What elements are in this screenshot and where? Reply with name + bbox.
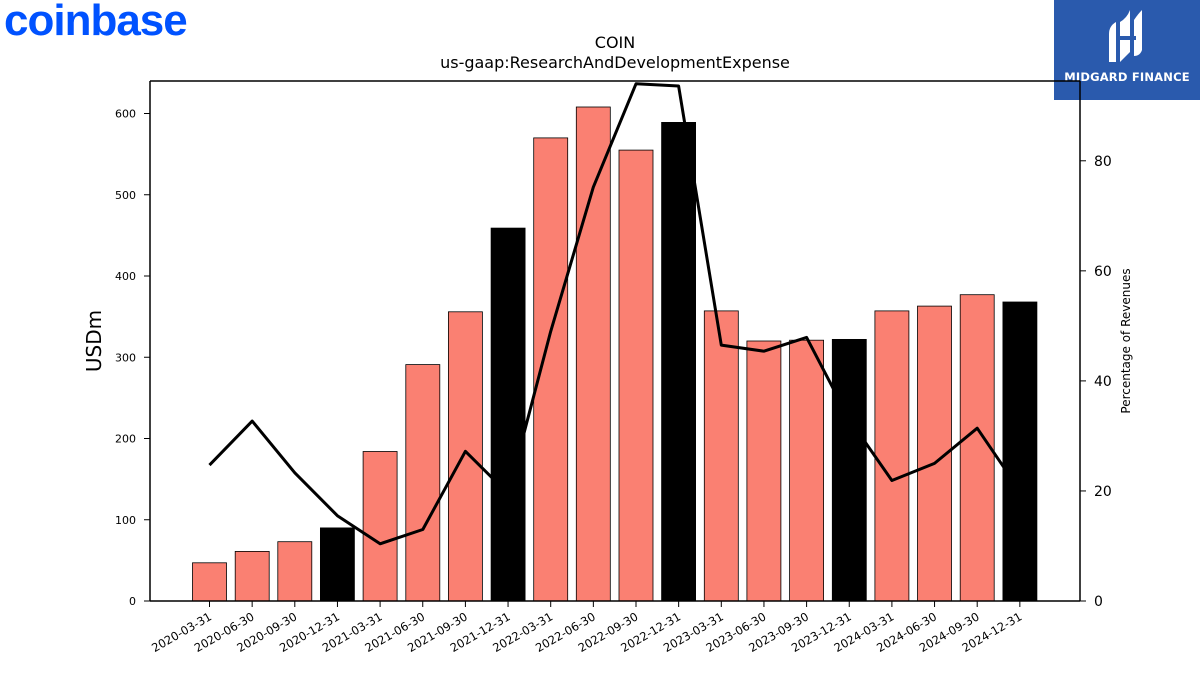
bar-2024-12-31 (1002, 301, 1038, 602)
bar-2023-09-30 (789, 339, 824, 602)
bar-2020-03-31 (192, 562, 227, 602)
bar-2020-12-31 (319, 527, 355, 602)
bar-2024-03-31 (874, 310, 910, 602)
bar-2022-06-30 (575, 106, 611, 602)
bar-2021-09-30 (447, 311, 483, 602)
y2-tick-label-40: 40 (1094, 374, 1112, 390)
chart-title: COIN (595, 33, 635, 52)
y2-tick-label-80: 80 (1094, 154, 1112, 170)
percentage-line-series (208, 82, 1022, 546)
y-tick-label-600: 600 (115, 108, 136, 121)
bar-2023-03-31 (703, 310, 739, 602)
bar-2020-06-30 (234, 551, 270, 602)
y-tick-label-200: 200 (115, 433, 136, 446)
percentage-line (208, 82, 1022, 546)
bar-2022-12-31 (661, 122, 696, 602)
bar-2022-09-30 (618, 149, 654, 602)
y-tick-label-0: 0 (129, 595, 136, 608)
y-tick-label-500: 500 (115, 189, 136, 202)
bar-2021-12-31 (490, 227, 526, 602)
y-tick-label-100: 100 (115, 514, 136, 527)
bar-2020-09-30 (277, 541, 313, 602)
y2-tick-label-60: 60 (1094, 264, 1112, 280)
midgard-emblem-icon (1109, 10, 1142, 62)
bar-2023-12-31 (831, 338, 867, 602)
coinbase-logo: coinbase (4, 0, 188, 45)
bar-2021-06-30 (405, 364, 441, 602)
bar-2021-03-31 (362, 451, 398, 602)
bar-2023-06-30 (746, 340, 782, 602)
bar-2024-09-30 (959, 294, 995, 602)
y-tick-label-300: 300 (115, 351, 136, 364)
chart-subtitle: us-gaap:ResearchAndDevelopmentExpense (440, 53, 790, 72)
y-tick-label-400: 400 (115, 270, 136, 283)
y-axis-label: USDm (82, 310, 106, 372)
midgard-finance-logo: MIDGARD FINANCE (1054, 0, 1200, 100)
midgard-finance-wordmark: MIDGARD FINANCE (1064, 70, 1190, 84)
bar-2022-03-31 (533, 137, 569, 602)
bar-series (192, 106, 1038, 602)
y2-tick-label-20: 20 (1094, 484, 1112, 500)
y2-tick-label-0: 0 (1094, 594, 1103, 610)
y2-axis-label: Percentage of Revenues (1119, 268, 1133, 413)
